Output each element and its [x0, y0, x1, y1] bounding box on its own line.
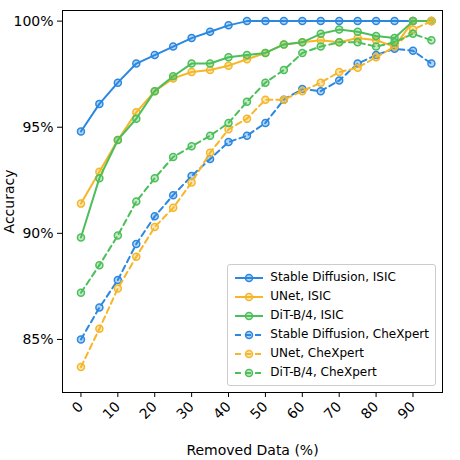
svg-text:90: 90 [394, 398, 418, 422]
svg-text:95%: 95% [22, 119, 53, 135]
svg-text:Removed Data (%): Removed Data (%) [186, 442, 318, 458]
svg-text:40: 40 [210, 398, 234, 422]
svg-text:20: 20 [136, 398, 160, 422]
html-text:UNet, CheXpert: UNet, CheXpert [270, 346, 364, 360]
html-text:UNet, ISIC: UNet, ISIC [270, 289, 331, 303]
svg-text:70: 70 [321, 398, 345, 422]
svg-text:100%: 100% [13, 13, 53, 29]
html-text:Stable Diffusion, CheXpert: Stable Diffusion, CheXpert [270, 327, 429, 341]
svg-text:80: 80 [357, 398, 381, 422]
svg-text:50: 50 [247, 398, 271, 422]
svg-text:60: 60 [284, 398, 308, 422]
svg-text:30: 30 [173, 398, 197, 422]
svg-text:85%: 85% [22, 331, 53, 347]
svg-text:10: 10 [99, 398, 123, 422]
html-text:DiT-B/4, ISIC: DiT-B/4, ISIC [270, 308, 344, 322]
html-text:Stable Diffusion, ISIC: Stable Diffusion, ISIC [270, 270, 396, 284]
svg-text:90%: 90% [22, 225, 53, 241]
svg-text:0: 0 [69, 398, 87, 416]
svg-text:Accuracy: Accuracy [1, 170, 17, 234]
html-text:DiT-B/4, CheXpert: DiT-B/4, CheXpert [270, 365, 377, 379]
